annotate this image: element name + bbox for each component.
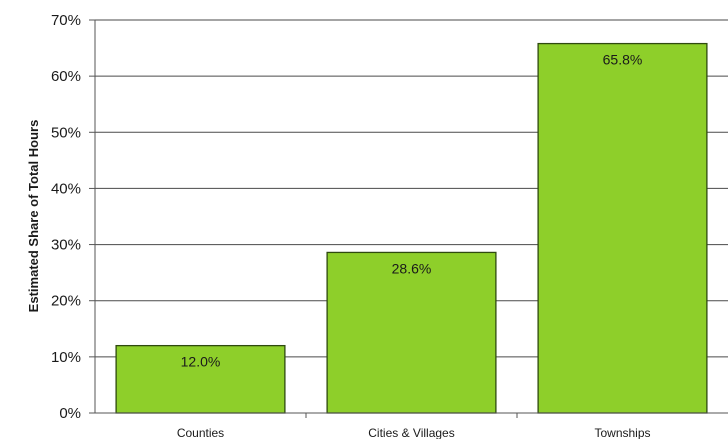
x-ticks: Counties Cities & Villages Townships (177, 413, 651, 439)
gridlines (95, 19, 728, 358)
bar-counties (115, 344, 286, 414)
bar-cities-villages (326, 251, 497, 414)
y-tick-label: 0% (59, 405, 81, 422)
bars (115, 42, 708, 414)
y-tick-label: 50% (51, 124, 81, 141)
y-tick-label: 10% (51, 349, 81, 366)
y-tick-label: 40% (51, 180, 81, 197)
y-tick-label: 30% (51, 237, 81, 254)
data-label: 28.6% (392, 260, 432, 276)
y-ticks: 0% 10% 20% 30% 40% 50% 60% 70% (51, 12, 95, 422)
x-tick-label: Cities & Villages (368, 426, 454, 439)
x-tick-label: Townships (594, 426, 650, 439)
y-tick-label: 70% (51, 12, 81, 29)
data-labels: 12.0% 28.6% 65.8% (181, 52, 643, 370)
data-label: 12.0% (181, 354, 221, 370)
y-axis-label: Estimated Share of Total Hours (26, 120, 41, 313)
y-tick-label: 20% (51, 293, 81, 310)
x-tick-label: Counties (177, 426, 224, 439)
data-label: 65.8% (603, 52, 643, 68)
y-tick-label: 60% (51, 68, 81, 85)
bar-townships (537, 42, 708, 414)
